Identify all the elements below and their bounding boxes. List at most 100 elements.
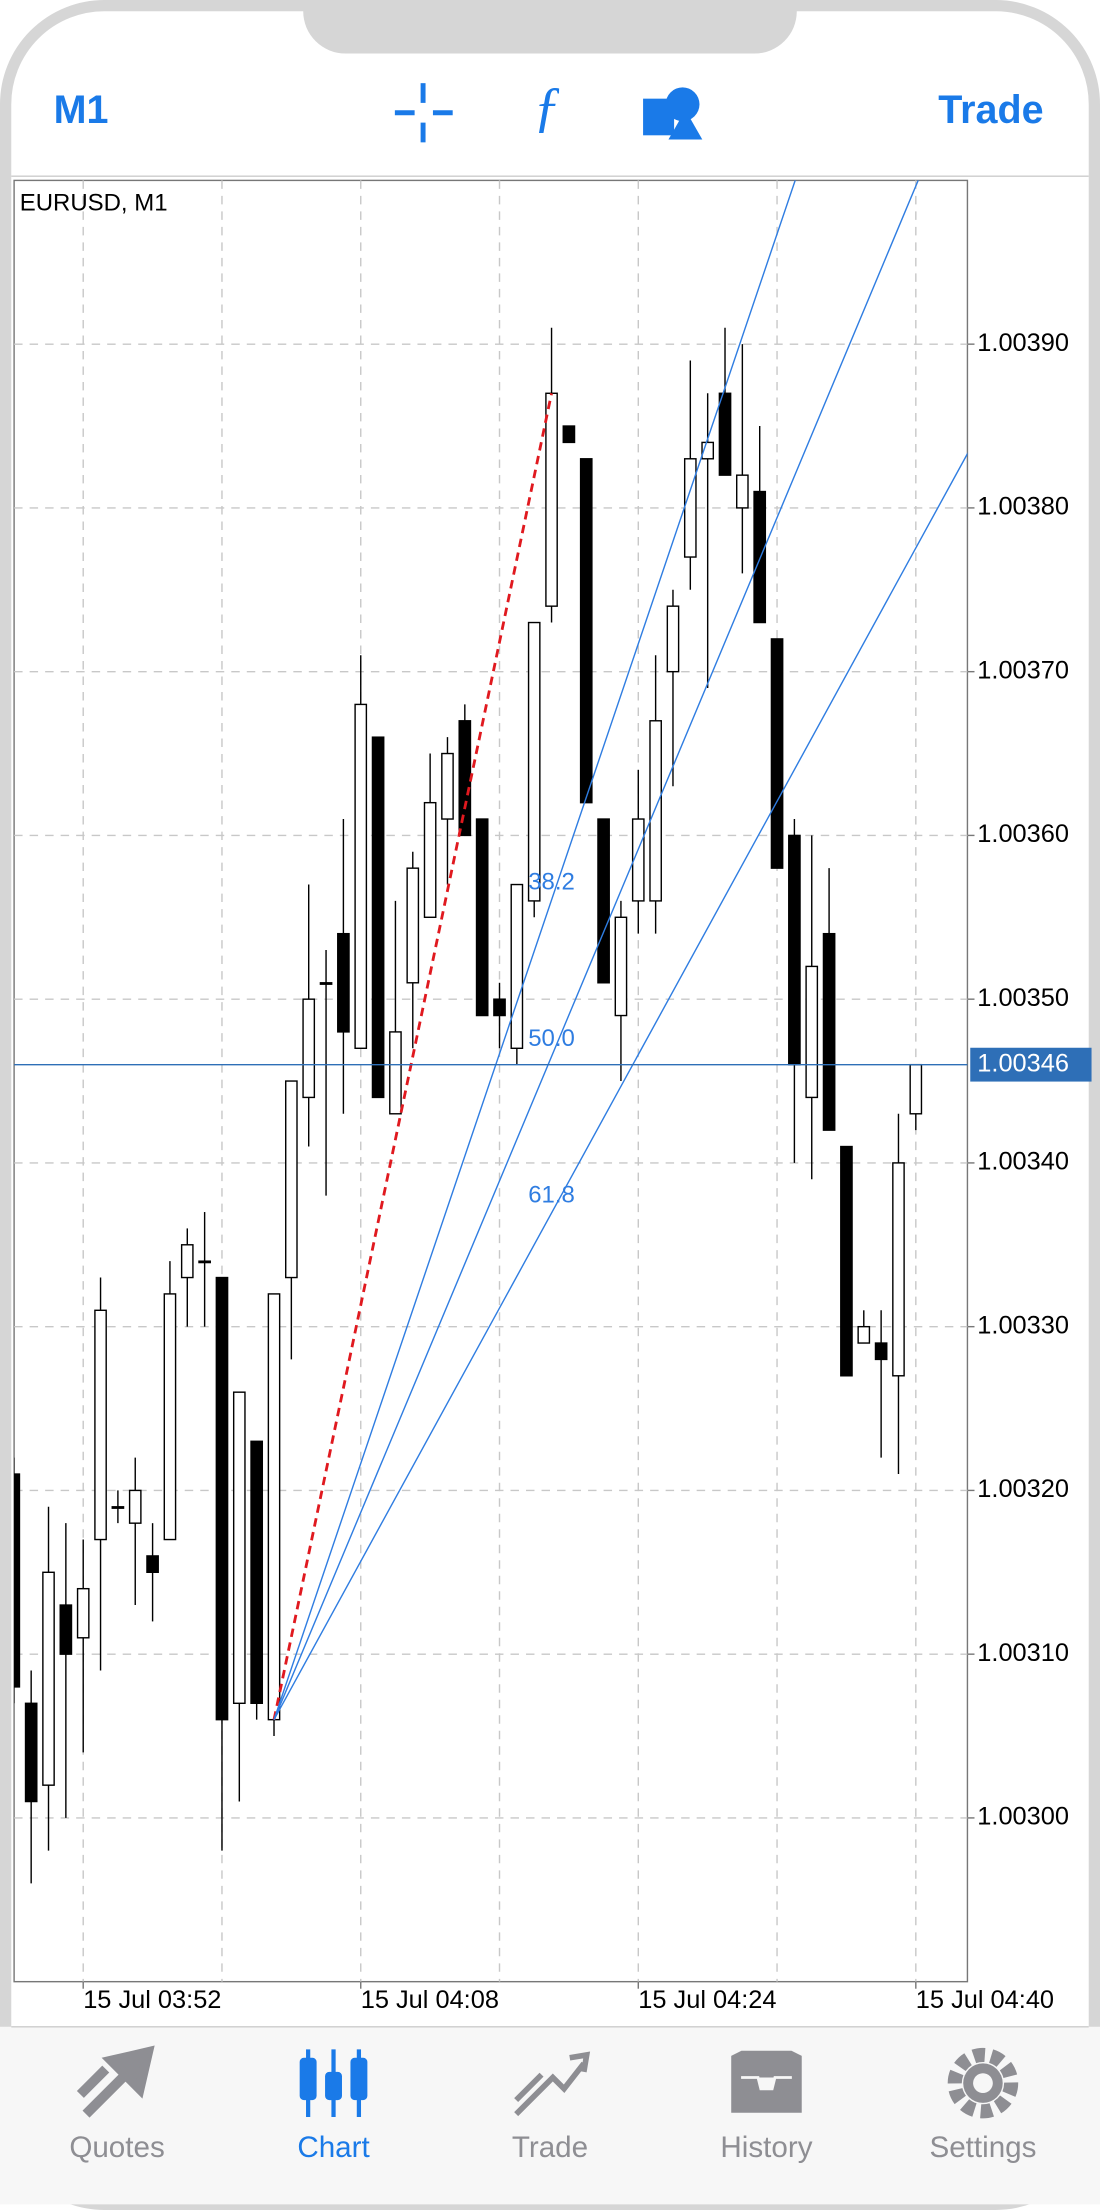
tab[interactable] [947, 2047, 1019, 2119]
candle-body [736, 474, 749, 509]
candle-body [354, 703, 368, 1049]
candle-body [180, 1244, 194, 1279]
fan-level-label: 61.8 [528, 1181, 575, 1208]
tab[interactable] [76, 2045, 155, 2118]
y-tick-label: 1.00350 [977, 984, 1069, 1012]
candle-body [59, 1604, 73, 1655]
candle-body [302, 998, 316, 1099]
candle-body [683, 458, 697, 558]
candle-body [94, 1309, 107, 1541]
tab[interactable] [299, 2049, 368, 2117]
tab-label[interactable]: History [720, 2131, 812, 2164]
candle-body [250, 1440, 264, 1704]
candle-body [770, 638, 784, 869]
candle-body [666, 605, 680, 673]
x-tick-label: 15 Jul 03:52 [83, 1986, 221, 2014]
crosshair-icon[interactable] [394, 83, 453, 143]
fan-level-label: 50.0 [528, 1025, 575, 1052]
candle-body [597, 818, 610, 984]
x-tick-label: 15 Jul 04:24 [638, 1986, 776, 2014]
candle-body [319, 982, 333, 985]
candle-body [475, 818, 489, 1017]
candle-body [909, 1063, 923, 1115]
y-tick-label: 1.00330 [977, 1311, 1069, 1339]
candle-body [215, 1276, 229, 1721]
tab-icon [325, 2071, 342, 2101]
candle-body [545, 392, 558, 607]
tab[interactable] [514, 2051, 591, 2117]
plot-area: 38.2 50.0 61.8 [14, 180, 968, 1884]
candle-body [389, 1031, 402, 1115]
candle-body [285, 1080, 298, 1279]
objects-icon[interactable] [643, 87, 703, 140]
tab-label[interactable]: Chart [297, 2131, 369, 2164]
y-tick-label: 1.00300 [977, 1803, 1069, 1831]
tab-label[interactable]: Quotes [69, 2131, 164, 2164]
y-tick-label: 1.00360 [977, 820, 1069, 848]
chart-title: EURUSD, M1 [20, 190, 168, 217]
notch [303, 0, 797, 54]
candle-body [579, 458, 593, 804]
last-price-box [970, 1047, 1092, 1082]
candle-body [874, 1342, 888, 1361]
tab-icon [350, 2057, 368, 2101]
candle-body [406, 867, 420, 984]
tab-label[interactable]: Settings [929, 2131, 1036, 2164]
tab-label[interactable]: Trade [512, 2131, 588, 2164]
candle-body [718, 392, 732, 476]
candle-body [493, 998, 506, 1017]
candle-body [111, 1506, 125, 1509]
candle-body [267, 1293, 281, 1721]
y-tick-label: 1.00340 [977, 1148, 1069, 1176]
candle-body [788, 834, 801, 1066]
candle-body [371, 736, 385, 1099]
indicators-icon[interactable]: ƒ [533, 77, 561, 139]
y-tick-label: 1.00310 [977, 1639, 1069, 1667]
candle-body [14, 1473, 21, 1688]
candle-body [562, 425, 576, 444]
tabs: Quotes Chart Trade History Settings [69, 2045, 1036, 2164]
tab-icon [76, 2045, 155, 2118]
candle-body [892, 1162, 905, 1377]
candle-body [753, 490, 767, 624]
trade-button[interactable]: Trade [938, 88, 1043, 132]
timeframe-button[interactable]: M1 [54, 88, 109, 132]
candle-body [614, 916, 628, 1017]
candle-body [441, 752, 454, 820]
candle-body [24, 1702, 38, 1803]
tab[interactable] [728, 2047, 805, 2116]
candle-body [198, 1260, 211, 1264]
tab-bar [0, 2026, 1100, 2205]
y-tick-label: 1.00390 [977, 329, 1069, 357]
candle-body [631, 818, 645, 902]
last-price-label: 1.00346 [977, 1049, 1069, 1077]
candle-body [822, 932, 836, 1131]
axes: 1.00300 1.00310 1.00320 1.00330 1.00340 1.003… [82, 329, 1092, 2014]
candle-body [163, 1293, 177, 1541]
tab-icon [973, 2073, 993, 2094]
candle-body [42, 1571, 55, 1786]
x-tick-label: 15 Jul 04:08 [361, 1986, 499, 2014]
y-tick-label: 1.00320 [977, 1475, 1069, 1503]
candle-body [840, 1145, 853, 1377]
candle-body [337, 932, 350, 1033]
candle-body [128, 1489, 142, 1524]
candle-body [857, 1325, 871, 1344]
candle-body [146, 1555, 159, 1573]
fan-trend-line [272, 392, 553, 1720]
tab-icon [299, 2057, 317, 2101]
candle-body [423, 801, 437, 918]
y-tick-label: 1.00380 [977, 493, 1069, 521]
candle-body [805, 965, 819, 1099]
tab-icon [947, 2047, 1019, 2119]
candle-body [458, 720, 472, 837]
tab-icon [728, 2047, 805, 2116]
candle-body [76, 1587, 90, 1639]
fan-level-label: 38.2 [528, 868, 575, 895]
candle-body [527, 621, 541, 902]
candle-body [232, 1391, 246, 1704]
candle-body [510, 883, 524, 1049]
